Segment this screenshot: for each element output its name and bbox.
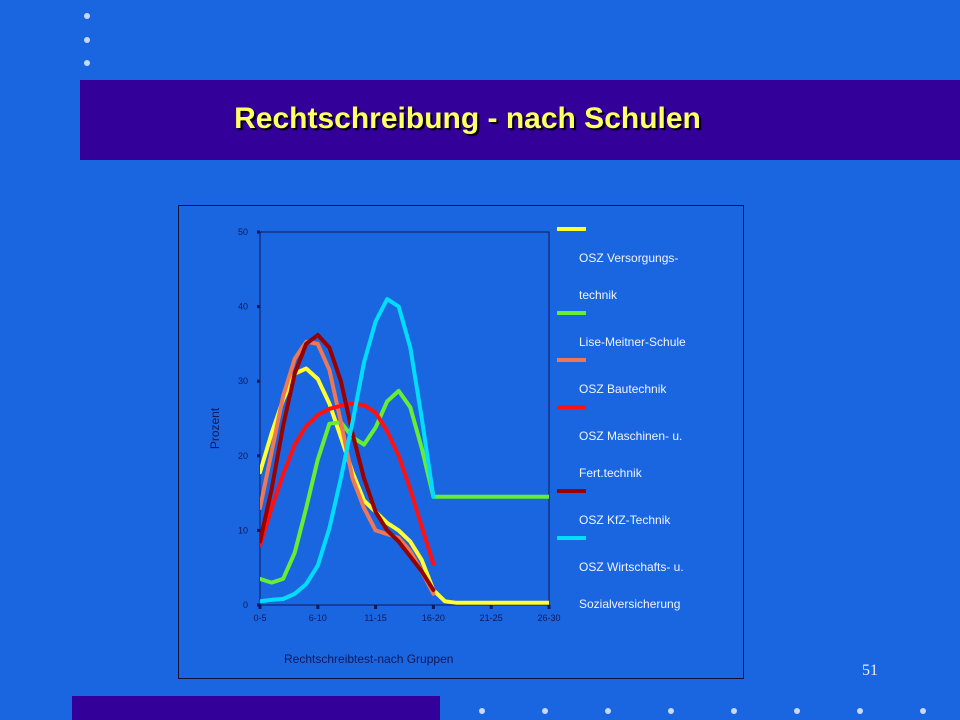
chart-frame: 0 10 20 30 40 50 0-5 6-10 11-15 16-20 21-25 26-30 O… (178, 205, 744, 679)
chart-series-lines (260, 297, 549, 605)
series-line-5 (260, 332, 436, 593)
y-tick-mark (257, 454, 260, 458)
footer-dot (731, 708, 737, 714)
legend-label: OSZ KfZ-Technik (579, 513, 671, 527)
y-tick-mark (257, 230, 260, 234)
legend-swatch-3 (557, 358, 586, 362)
legend-swatch-2 (557, 311, 586, 315)
chart-axes: 0 10 20 30 40 50 0-5 6-10 11-15 16-20 21-25 26-30 (238, 227, 561, 623)
page-number: 51 (862, 662, 878, 679)
footer-band (72, 696, 440, 720)
x-tick-mark (489, 605, 493, 609)
bullet-dot (84, 13, 90, 19)
x-tick-label: 6-10 (309, 613, 327, 623)
x-tick-label: 11-15 (364, 613, 386, 623)
bullet-dot (84, 37, 90, 43)
y-tick-label: 10 (238, 525, 248, 535)
x-tick-mark (431, 605, 435, 609)
legend-label: OSZ Wirtschafts- u. (579, 560, 684, 574)
x-tick-label: 0-5 (253, 613, 266, 623)
legend-label: OSZ Bautechnik (579, 382, 667, 396)
x-tick-mark (547, 605, 551, 609)
y-tick-label: 40 (238, 302, 248, 312)
footer-dot (605, 708, 611, 714)
slide-title: Rechtschreibung - nach Schulen (234, 102, 701, 135)
bullet-dot (84, 60, 90, 66)
y-tick-label: 0 (243, 600, 248, 610)
x-tick-mark (374, 605, 378, 609)
legend-label: Sozialversicherung (579, 597, 680, 611)
legend-label: OSZ Versorgungs- (579, 251, 678, 265)
x-tick-label: 16-20 (422, 613, 445, 623)
x-axis-title: Rechtschreibtest-nach Gruppen (284, 652, 453, 666)
series-line-1 (260, 366, 549, 605)
y-tick-mark (257, 305, 260, 309)
x-tick-label: 21-25 (480, 613, 503, 623)
x-tick-mark (316, 605, 320, 609)
legend-label: OSZ Maschinen- u. (579, 429, 682, 443)
line-chart: 0 10 20 30 40 50 0-5 6-10 11-15 16-20 21-25 26-30 O… (208, 227, 686, 666)
legend-swatch-6 (557, 536, 586, 540)
legend-label: technik (579, 288, 618, 302)
title-band: Rechtschreibung - nach Schulen (80, 80, 960, 160)
legend-label: Fert.technik (579, 466, 643, 480)
y-tick-label: 20 (238, 451, 248, 461)
footer-dot (857, 708, 863, 714)
chart-legend: OSZ Versorgungs-technik Lise-Meitner-Schu… (557, 227, 686, 611)
y-tick-mark (257, 379, 260, 383)
y-tick-label: 30 (238, 376, 248, 386)
legend-label: Lise-Meitner-Schule (579, 335, 686, 349)
footer-dot (542, 708, 548, 714)
series-line-2 (260, 388, 549, 585)
x-tick-mark (258, 605, 262, 609)
legend-swatch-5 (557, 489, 586, 493)
plot-area (259, 231, 550, 606)
legend-swatch-1 (557, 227, 586, 231)
y-tick-label: 50 (238, 227, 248, 237)
footer-dot (920, 708, 926, 714)
footer-dot (668, 708, 674, 714)
series-line-6 (260, 297, 436, 604)
legend-swatch-4 (557, 405, 586, 409)
footer-dot (479, 708, 485, 714)
y-tick-mark (257, 528, 260, 532)
y-axis-title: Prozent (208, 407, 222, 449)
x-tick-label: 26-30 (537, 613, 560, 623)
footer-dot (794, 708, 800, 714)
